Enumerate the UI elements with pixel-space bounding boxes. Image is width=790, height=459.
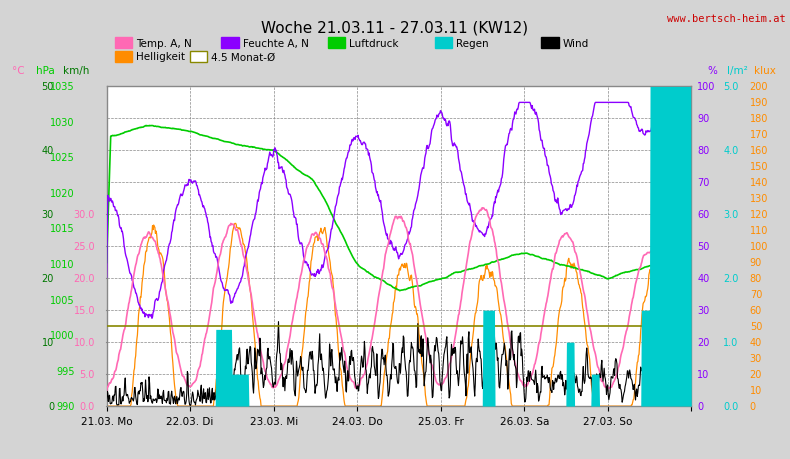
Text: Feuchte A, N: Feuchte A, N: [243, 39, 308, 49]
Text: km/h: km/h: [63, 66, 89, 76]
Text: 30.0: 30.0: [73, 210, 95, 220]
Text: 140: 140: [750, 178, 768, 188]
Text: 40: 40: [697, 274, 709, 284]
Text: 40: 40: [42, 146, 54, 156]
Text: 30: 30: [750, 353, 762, 364]
Text: °C: °C: [12, 66, 24, 76]
Text: 0: 0: [697, 401, 703, 411]
Text: klux: klux: [754, 66, 777, 76]
Text: hPa: hPa: [36, 66, 55, 76]
Text: 190: 190: [750, 98, 768, 108]
Text: 0.0: 0.0: [724, 401, 739, 411]
Text: 25.0: 25.0: [73, 242, 95, 252]
Text: 10: 10: [42, 337, 54, 347]
Text: Wind: Wind: [562, 39, 589, 49]
Text: 50: 50: [42, 82, 54, 92]
Text: 3.0: 3.0: [724, 210, 739, 220]
Text: 1020: 1020: [50, 189, 74, 199]
Text: 10: 10: [697, 369, 709, 379]
Text: 160: 160: [750, 146, 768, 156]
Text: 30: 30: [697, 306, 709, 315]
Text: Regen: Regen: [456, 39, 488, 49]
Text: 2.0: 2.0: [724, 274, 739, 284]
Text: 20.0: 20.0: [73, 274, 95, 284]
Text: 990: 990: [56, 401, 74, 411]
Text: 15.0: 15.0: [73, 306, 95, 315]
Text: %: %: [707, 66, 717, 76]
Text: 0: 0: [48, 401, 54, 411]
Text: Woche 21.03.11 - 27.03.11 (KW12): Woche 21.03.11 - 27.03.11 (KW12): [261, 21, 529, 36]
Text: 1005: 1005: [50, 295, 74, 305]
Text: 70: 70: [750, 290, 762, 300]
Text: l/m²: l/m²: [727, 66, 747, 76]
Text: Luftdruck: Luftdruck: [349, 39, 399, 49]
Text: 90: 90: [750, 257, 762, 268]
Text: 1000: 1000: [50, 330, 74, 340]
Text: 130: 130: [750, 194, 768, 204]
Text: 60: 60: [750, 306, 762, 315]
Text: 0.0: 0.0: [80, 401, 95, 411]
Text: 150: 150: [750, 162, 768, 172]
Text: 30: 30: [42, 210, 54, 220]
Text: 80: 80: [750, 274, 762, 284]
Text: 10.0: 10.0: [73, 337, 95, 347]
Text: 0: 0: [750, 401, 756, 411]
Text: 100: 100: [750, 242, 768, 252]
Text: 180: 180: [750, 114, 768, 124]
Text: 60: 60: [697, 210, 709, 220]
Text: 1010: 1010: [50, 259, 74, 269]
Text: 90: 90: [697, 114, 709, 124]
Text: 1030: 1030: [50, 118, 74, 128]
Text: 110: 110: [750, 226, 768, 236]
Text: 50: 50: [697, 242, 709, 252]
Text: 1.0: 1.0: [724, 337, 739, 347]
Text: 120: 120: [750, 210, 768, 220]
Text: 5.0: 5.0: [80, 369, 95, 379]
Text: 20: 20: [42, 274, 54, 284]
Text: 20: 20: [750, 369, 762, 379]
Text: 200: 200: [750, 82, 768, 92]
Text: 20: 20: [697, 337, 709, 347]
Text: 5.0: 5.0: [724, 82, 739, 92]
Text: 80: 80: [697, 146, 709, 156]
Text: Temp. A, N: Temp. A, N: [136, 39, 192, 49]
Text: 4.5 Monat-Ø: 4.5 Monat-Ø: [211, 52, 275, 62]
Text: 70: 70: [697, 178, 709, 188]
Text: www.bertsch-heim.at: www.bertsch-heim.at: [668, 14, 786, 24]
Text: 1035: 1035: [50, 82, 74, 92]
Text: Helligkeit: Helligkeit: [136, 52, 185, 62]
Text: 1015: 1015: [50, 224, 74, 234]
Text: 40: 40: [750, 337, 762, 347]
Text: 50: 50: [750, 321, 762, 331]
Text: 1025: 1025: [50, 153, 74, 163]
Text: 100: 100: [697, 82, 716, 92]
Text: 170: 170: [750, 130, 768, 140]
Text: 4.0: 4.0: [724, 146, 739, 156]
Text: 995: 995: [56, 366, 74, 376]
Text: 10: 10: [750, 385, 762, 395]
